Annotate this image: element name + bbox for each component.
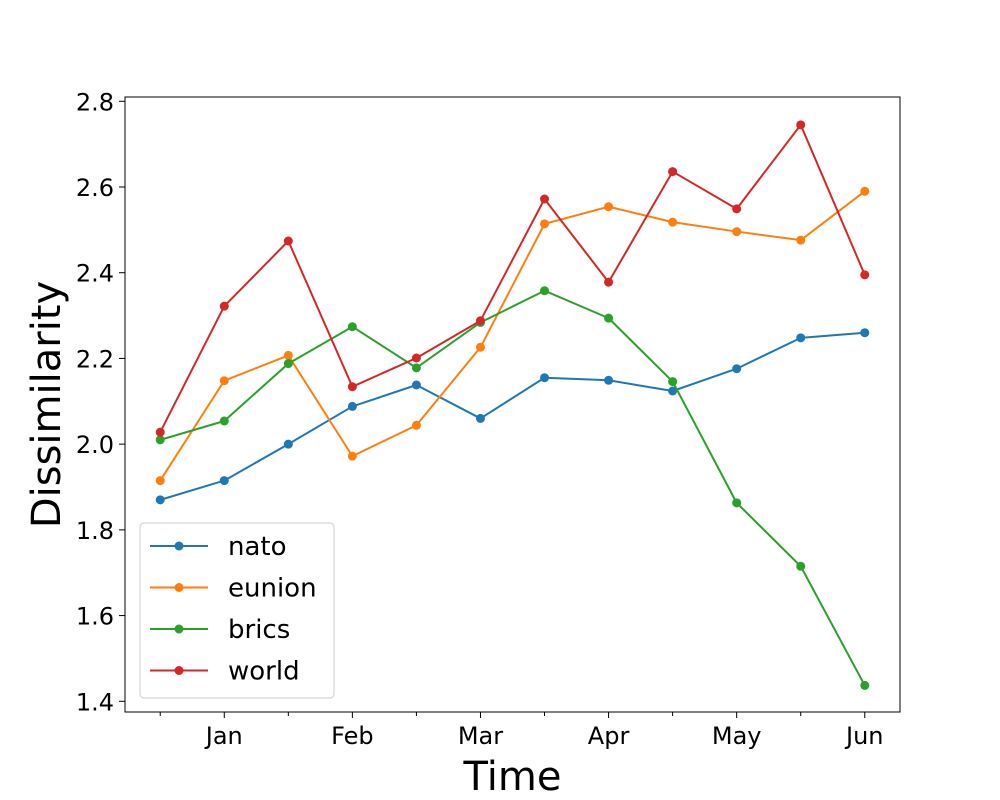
- series-line-nato: [159, 331, 865, 501]
- x-axis-title: Time: [463, 754, 562, 800]
- data-point-eunion: [668, 217, 678, 227]
- data-point-world: [347, 382, 357, 392]
- data-point-eunion: [155, 476, 165, 486]
- data-point-brics: [347, 322, 357, 332]
- data-point-world: [604, 277, 614, 287]
- data-point-nato: [604, 375, 614, 385]
- y-tick-label: 2.0: [76, 431, 114, 459]
- x-tick-label: Apr: [588, 722, 630, 750]
- data-point-brics: [411, 363, 421, 373]
- y-tick-label: 2.6: [76, 174, 114, 202]
- y-tick-label: 2.8: [76, 88, 114, 116]
- y-tick-label: 2.2: [76, 345, 114, 373]
- series-nato: [155, 328, 870, 505]
- data-point-nato: [347, 401, 357, 411]
- data-point-world: [732, 204, 742, 214]
- y-tick-label: 1.8: [76, 517, 114, 545]
- x-tick-label: Jan: [204, 722, 243, 750]
- legend-label: brics: [228, 615, 290, 645]
- y-tick-label: 1.6: [76, 603, 114, 631]
- y-tick-label: 1.4: [76, 688, 114, 716]
- data-point-brics: [732, 498, 742, 508]
- data-point-nato: [475, 413, 485, 423]
- legend-box: [139, 522, 335, 699]
- x-tick-label: Feb: [331, 722, 374, 750]
- data-point-brics: [540, 286, 550, 296]
- data-point-brics: [860, 680, 870, 690]
- data-point-nato: [155, 495, 165, 505]
- legend-marker: [174, 541, 184, 551]
- data-point-brics: [155, 435, 165, 445]
- data-point-eunion: [604, 202, 614, 212]
- legend-marker: [174, 624, 184, 634]
- legend-marker: [174, 666, 184, 675]
- data-point-world: [540, 194, 550, 204]
- series-eunion: [155, 186, 870, 486]
- data-point-nato: [732, 364, 742, 374]
- data-point-eunion: [540, 219, 550, 229]
- x-tick-label: Mar: [458, 722, 503, 750]
- data-point-nato: [411, 380, 421, 390]
- data-point-brics: [668, 377, 678, 387]
- legend-item-nato: nato: [150, 532, 287, 562]
- data-point-world: [411, 353, 421, 363]
- legend-marker: [174, 583, 184, 592]
- x-tick-label: May: [712, 722, 762, 750]
- data-point-eunion: [732, 227, 742, 237]
- data-point-eunion: [411, 420, 421, 430]
- series-line-eunion: [159, 190, 866, 482]
- data-point-eunion: [796, 235, 806, 245]
- legend-label: eunion: [228, 574, 317, 604]
- series-line-world: [159, 123, 866, 433]
- data-point-nato: [796, 333, 806, 343]
- series-line-brics: [159, 289, 866, 686]
- data-point-eunion: [219, 376, 229, 386]
- x-axis: Jan Feb Mar Apr May Jun: [159, 712, 884, 750]
- x-tick-label: Jun: [844, 722, 884, 750]
- data-point-world: [860, 270, 870, 280]
- data-point-eunion: [475, 342, 485, 352]
- plot-area: [124, 96, 901, 713]
- axes-frame: [124, 96, 901, 713]
- y-axis: 1.4 1.6 1.8 2.0 2.2 2.4 2.6 2.8: [76, 88, 125, 716]
- data-point-nato: [668, 386, 678, 396]
- legend-label: nato: [228, 532, 287, 562]
- legend-item-brics: brics: [150, 615, 290, 645]
- legend-label: world: [228, 657, 300, 687]
- data-point-brics: [604, 313, 614, 323]
- legend: nato eunion brics world: [139, 522, 335, 699]
- data-point-brics: [283, 359, 293, 369]
- data-point-nato: [219, 476, 229, 486]
- data-point-world: [219, 301, 229, 311]
- data-point-eunion: [860, 186, 870, 196]
- data-point-world: [283, 236, 293, 246]
- series-world: [155, 120, 870, 437]
- data-point-world: [668, 167, 678, 177]
- data-point-world: [475, 316, 485, 326]
- data-point-world: [796, 120, 806, 130]
- data-point-brics: [219, 416, 229, 426]
- legend-item-eunion: eunion: [150, 574, 317, 604]
- data-point-nato: [860, 328, 870, 338]
- legend-item-world: world: [150, 657, 300, 687]
- data-point-eunion: [347, 451, 357, 461]
- data-point-brics: [796, 561, 806, 571]
- data-point-nato: [283, 439, 293, 449]
- y-tick-label: 2.4: [76, 260, 114, 288]
- series-layer: [155, 120, 870, 690]
- data-point-world: [155, 427, 165, 437]
- data-point-eunion: [283, 350, 293, 360]
- y-axis-title: Dissimilarity: [24, 281, 70, 528]
- data-point-nato: [540, 373, 550, 383]
